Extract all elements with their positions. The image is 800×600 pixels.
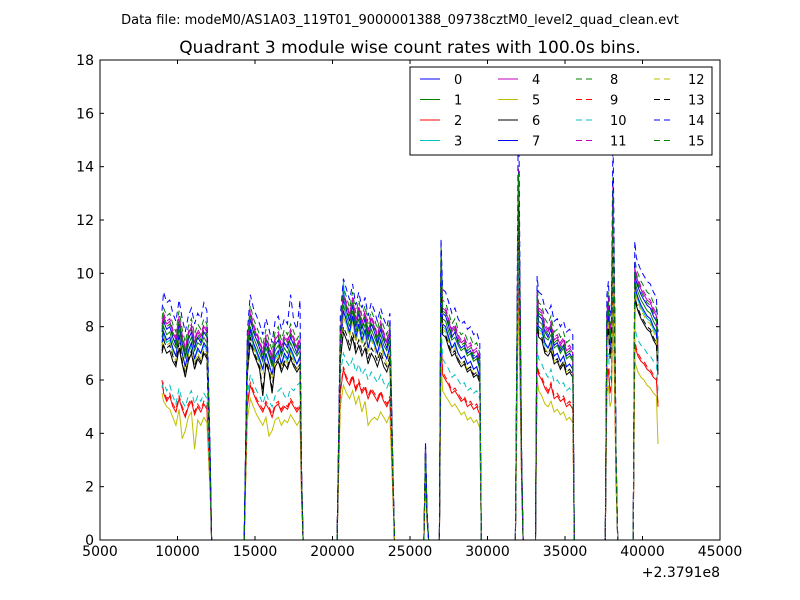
axes-layer: 5000 10000 15000 20000 25000 30000 35000 40000 4… (76, 53, 742, 560)
legend-label-0: 0 (454, 73, 462, 88)
series-line-1 (161, 187, 659, 540)
x-tick-label: 30000 (465, 544, 510, 560)
series-line-6 (161, 206, 659, 540)
legend-label-5: 5 (532, 94, 540, 109)
series-line-5 (161, 294, 659, 540)
y-tick-label: 8 (85, 320, 94, 336)
series-line-13 (161, 203, 659, 540)
legend-label-1: 1 (454, 94, 462, 109)
series-line-4 (161, 171, 659, 540)
series-line-11 (161, 169, 659, 540)
data-file-caption: Data file: modeM0/AS1A03_119T01_90000013… (121, 13, 679, 28)
series-line-9 (161, 267, 659, 540)
legend-label-10: 10 (610, 114, 627, 129)
x-tick-label: 45000 (698, 544, 743, 560)
x-tick-label: 15000 (233, 544, 278, 560)
legend-label-6: 6 (532, 114, 540, 129)
y-tick-label: 10 (76, 266, 94, 282)
series-line-12 (161, 201, 659, 540)
y-tick-label: 18 (76, 53, 94, 69)
legend-label-3: 3 (454, 135, 462, 150)
y-tick-label: 16 (76, 106, 94, 122)
legend-label-12: 12 (688, 73, 705, 88)
x-tick-label: 25000 (388, 544, 433, 560)
y-tick-label: 2 (85, 480, 94, 496)
legend-label-13: 13 (688, 94, 705, 109)
series-line-7 (161, 193, 659, 540)
legend-label-2: 2 (454, 114, 462, 129)
plot-frame (99, 59, 721, 541)
y-tick-label: 6 (85, 373, 94, 389)
series-line-10 (161, 251, 659, 540)
legend-label-7: 7 (532, 135, 540, 150)
legend-label-14: 14 (688, 114, 705, 129)
legend-label-8: 8 (610, 73, 618, 88)
chart-title: Quadrant 3 module wise count rates with … (179, 38, 640, 58)
x-offset-label: +2.3791e8 (642, 565, 720, 581)
legend-label-4: 4 (532, 73, 540, 88)
legend-label-15: 15 (688, 135, 705, 150)
y-tick-label: 0 (85, 533, 94, 549)
y-tick-label: 12 (76, 213, 94, 229)
x-tick-label: 5000 (82, 544, 118, 560)
x-tick-label: 10000 (155, 544, 200, 560)
x-tick-label: 20000 (310, 544, 355, 560)
series-line-15 (161, 174, 659, 540)
y-tick-label: 4 (85, 426, 94, 442)
x-tick-label: 35000 (543, 544, 588, 560)
series-layer (161, 75, 659, 540)
series-line-8 (161, 166, 659, 540)
series-line-0 (161, 179, 659, 540)
legend-label-9: 9 (610, 94, 618, 109)
y-tick-label: 14 (76, 160, 94, 176)
legend-label-11: 11 (610, 135, 627, 150)
legend-box (409, 66, 713, 156)
series-line-3 (161, 195, 659, 540)
x-tick-label: 40000 (620, 544, 665, 560)
series-line-2 (161, 273, 659, 540)
